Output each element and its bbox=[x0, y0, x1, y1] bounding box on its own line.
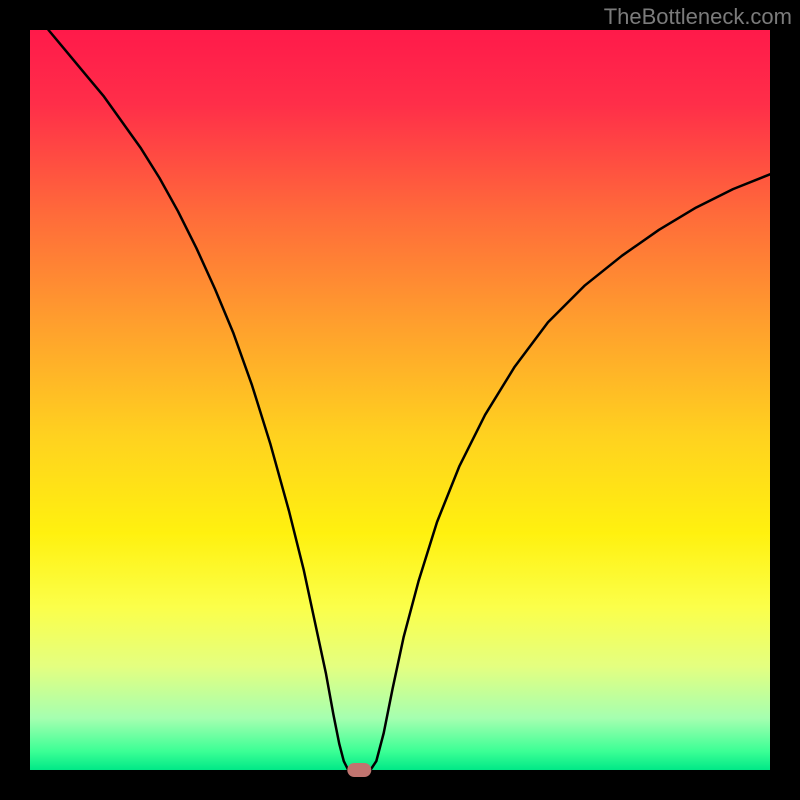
watermark-label: TheBottleneck.com bbox=[604, 4, 792, 30]
bottleneck-chart bbox=[0, 0, 800, 800]
chart-frame: TheBottleneck.com bbox=[0, 0, 800, 800]
optimal-marker bbox=[347, 763, 371, 777]
